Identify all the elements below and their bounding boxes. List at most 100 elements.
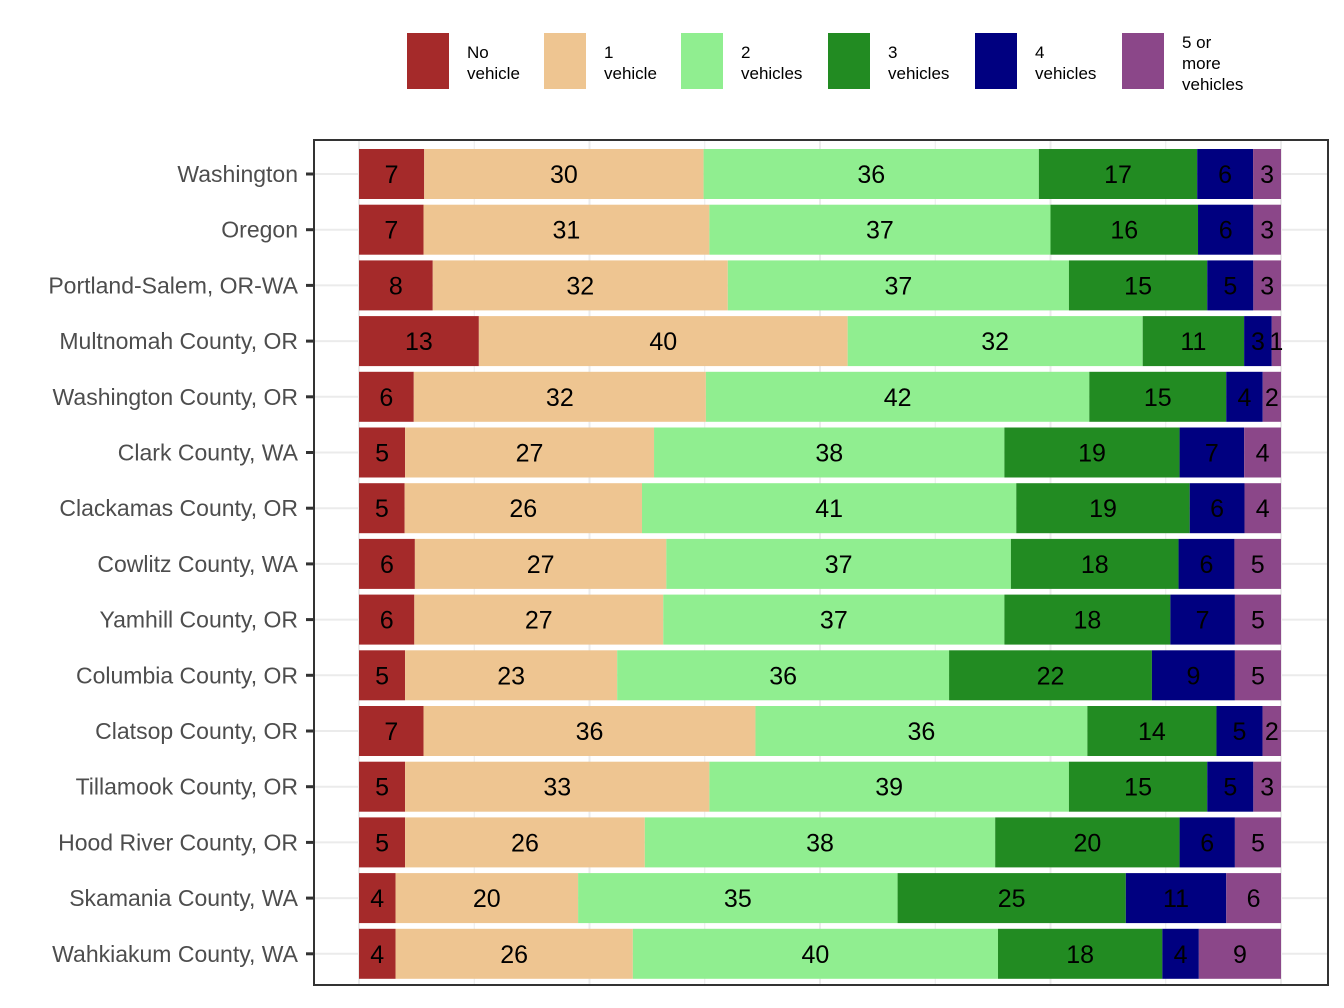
data-label-5-or-more-vehicles-yamhill-county-or: 5 [1251,607,1265,635]
data-label-4-vehicles-clark-county-wa: 7 [1205,440,1219,468]
data-label-2-vehicles-clackamas-county-or: 41 [815,495,843,523]
legend-label: 3 vehicles [888,43,949,83]
data-label-5-or-more-vehicles-portland-salem-or-wa: 3 [1260,272,1274,300]
data-label-2-vehicles-washington: 36 [857,161,885,189]
data-label-1-vehicle-clatsop-county-or: 36 [576,718,604,746]
legend-label: No vehicle [467,43,520,83]
data-label-3-vehicles-clackamas-county-or: 19 [1089,495,1117,523]
data-label-4-vehicles-skamania-county-wa: 11 [1163,885,1189,913]
y-axis: Washington Oregon Portland-Salem, OR-WA Mul… [48,161,314,967]
data-label-2-vehicles-tillamook-county-or: 39 [875,774,903,802]
data-label-3-vehicles-yamhill-county-or: 18 [1073,607,1101,635]
data-label-1-vehicle-portland-salem-or-wa: 32 [566,272,594,300]
data-label-no-vehicle-washington-county-or: 6 [379,384,393,412]
data-label-no-vehicle-skamania-county-wa: 4 [370,885,384,913]
data-label-5-or-more-vehicles-washington-county-or: 2 [1265,384,1279,412]
bar-segment-4-vehicles-cowlitz-county-wa [1178,538,1235,589]
data-label-no-vehicle-clackamas-county-or: 5 [375,495,389,523]
data-label-2-vehicles-columbia-county-or: 36 [769,662,797,690]
data-label-1-vehicle-washington: 30 [550,161,578,189]
legend-item-no-vehicle: No vehicle [407,33,520,89]
bar-segment-5-or-more-vehicles-wahkiakum-county-wa [1198,928,1281,979]
data-label-2-vehicles-clark-county-wa: 38 [815,440,843,468]
data-label-4-vehicles-hood-river-county-or: 6 [1200,829,1214,857]
data-label-no-vehicle-hood-river-county-or: 5 [375,829,389,857]
data-label-4-vehicles-portland-salem-or-wa: 5 [1223,272,1237,300]
bar-segment-no-vehicle-wahkiakum-county-wa [359,928,396,979]
bar-segment-3-vehicles-clatsop-county-or [1087,706,1217,756]
bar-segment-4-vehicles-yamhill-county-or [1170,594,1235,645]
data-label-2-vehicles-cowlitz-county-wa: 37 [825,551,853,579]
y-tick-label-clackamas-county-or: Clackamas County, OR [59,495,298,521]
data-label-4-vehicles-wahkiakum-county-wa: 4 [1174,941,1188,969]
bar-segment-3-vehicles-clark-county-wa [1004,427,1180,478]
bar-segment-1-vehicle-columbia-county-or [405,650,618,701]
y-tick-label-oregon: Oregon [221,217,298,243]
bar-segment-3-vehicles-washington [1038,149,1198,199]
data-label-2-vehicles-oregon: 37 [866,217,894,245]
legend-label: 5 or more vehicles [1182,33,1243,94]
legend: No vehicle 1 vehicle 2 vehicles 3 vehicles 4 vehi… [407,33,1243,94]
data-label-4-vehicles-columbia-county-or: 9 [1186,662,1200,690]
data-label-5-or-more-vehicles-clackamas-county-or: 4 [1256,495,1270,523]
data-label-5-or-more-vehicles-clark-county-wa: 4 [1256,440,1270,468]
data-label-5-or-more-vehicles-skamania-county-wa: 6 [1247,885,1261,913]
bar-segment-4-vehicles-hood-river-county-or [1179,817,1235,868]
bar-segment-2-vehicles-washington [703,149,1039,199]
bar-segment-5-or-more-vehicles-multnomah-county-or [1271,316,1281,367]
bar-segment-3-vehicles-columbia-county-or [949,650,1152,701]
bar-segment-no-vehicle-portland-salem-or-wa [359,260,433,311]
data-label-no-vehicle-wahkiakum-county-wa: 4 [370,941,384,969]
data-label-5-or-more-vehicles-columbia-county-or: 5 [1251,662,1265,690]
bar-segment-4-vehicles-clatsop-county-or [1216,706,1263,756]
data-label-1-vehicle-columbia-county-or: 23 [497,662,525,690]
data-label-1-vehicle-yamhill-county-or: 27 [525,607,553,635]
bar-segment-no-vehicle-clark-county-wa [359,427,406,478]
legend-label: 2 vehicles [741,43,802,83]
legend-item-4-vehicles: 4 vehicles [975,33,1096,89]
data-label-4-vehicles-oregon: 6 [1219,217,1233,245]
bar-segment-2-vehicles-hood-river-county-or [644,817,996,868]
bar-segment-2-vehicles-multnomah-county-or [847,316,1143,367]
bar-segment-4-vehicles-tillamook-county-or [1207,761,1254,812]
bar-segment-1-vehicle-oregon [423,204,710,255]
data-label-3-vehicles-washington-county-or: 15 [1144,384,1172,412]
data-label-no-vehicle-clatsop-county-or: 7 [384,718,398,746]
bar-segment-2-vehicles-wahkiakum-county-wa [632,928,999,979]
bar-segment-no-vehicle-tillamook-county-or [359,761,406,812]
data-label-4-vehicles-tillamook-county-or: 5 [1223,774,1237,802]
bar-segment-1-vehicle-washington-county-or [413,371,706,422]
data-label-5-or-more-vehicles-cowlitz-county-wa: 5 [1251,551,1265,579]
data-label-3-vehicles-cowlitz-county-wa: 18 [1081,551,1109,579]
y-tick-label-clatsop-county-or: Clatsop County, OR [95,718,298,744]
data-label-4-vehicles-clackamas-county-or: 6 [1210,495,1224,523]
data-label-4-vehicles-yamhill-county-or: 7 [1196,607,1210,635]
data-label-no-vehicle-clark-county-wa: 5 [375,440,389,468]
data-label-1-vehicle-multnomah-county-or: 40 [649,328,677,356]
bar-segment-2-vehicles-skamania-county-wa [578,873,898,924]
data-label-4-vehicles-multnomah-county-or: 3 [1251,328,1265,356]
data-label-4-vehicles-cowlitz-county-wa: 6 [1200,551,1214,579]
bar-segment-no-vehicle-clackamas-county-or [359,483,405,534]
bar-segment-5-or-more-vehicles-clatsop-county-or [1262,706,1281,756]
bar-segment-no-vehicle-washington [359,149,425,199]
bar-segment-5-or-more-vehicles-skamania-county-wa [1226,873,1281,924]
bar-segment-4-vehicles-columbia-county-or [1151,650,1235,701]
bar-segment-1-vehicle-yamhill-county-or [414,594,664,645]
bar-segment-4-vehicles-clackamas-county-or [1189,483,1245,534]
data-label-5-or-more-vehicles-clatsop-county-or: 2 [1265,718,1279,746]
bar-segment-3-vehicles-tillamook-county-or [1068,761,1208,812]
bar-segment-3-vehicles-multnomah-county-or [1142,316,1245,367]
y-tick-label-yamhill-county-or: Yamhill County, OR [99,607,298,633]
data-label-1-vehicle-wahkiakum-county-wa: 26 [500,941,528,969]
data-label-1-vehicle-clark-county-wa: 27 [516,440,544,468]
legend-swatch [975,33,1017,89]
data-label-3-vehicles-wahkiakum-county-wa: 18 [1066,941,1094,969]
data-label-2-vehicles-clatsop-county-or: 36 [908,718,936,746]
bar-segment-3-vehicles-washington-county-or [1089,371,1227,422]
data-label-no-vehicle-portland-salem-or-wa: 8 [389,272,403,300]
data-label-no-vehicle-yamhill-county-or: 6 [380,607,394,635]
data-label-5-or-more-vehicles-multnomah-county-or: 1 [1269,328,1283,356]
legend-swatch [828,33,870,89]
bar-segment-5-or-more-vehicles-clark-county-wa [1244,427,1281,478]
